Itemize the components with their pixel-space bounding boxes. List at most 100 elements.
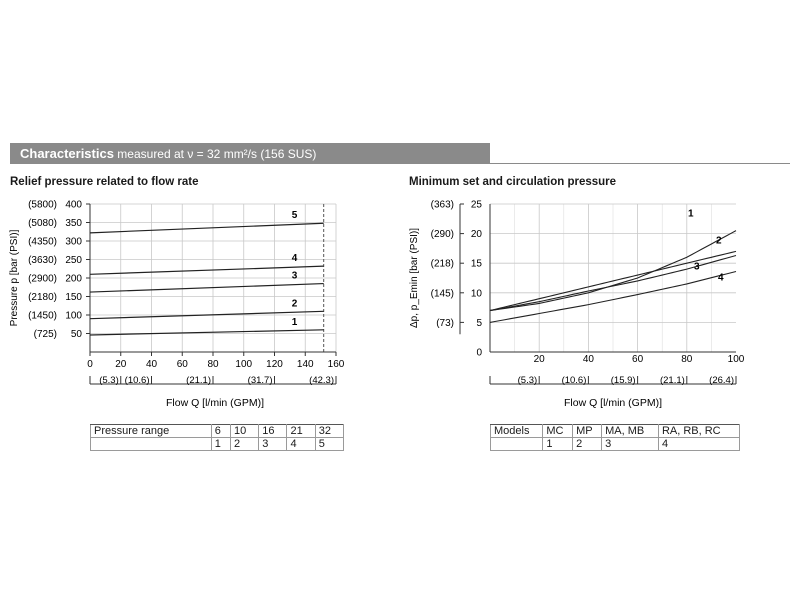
x-tick-label-secondary: (21.1) [186,375,211,386]
table-cell: 4 [657,437,741,451]
table-cell: MP [572,424,603,438]
banner-subtitle: measured at ν = 32 mm²/s (156 SUS) [117,147,317,161]
table-cell: 32 [314,424,345,438]
y-tick-label-secondary: (1450) [28,311,57,322]
table-cell [489,437,544,451]
x-tick-label-secondary: (42.3) [309,375,334,386]
series-line-5 [89,222,324,234]
min-pressure-chart: 0 5 10 15 20 25 (73) (145) (218) (290) (363) Δp, p_… [409,200,745,410]
series-line-2 [89,310,324,320]
y-tick-label: 200 [65,274,82,285]
y-axis-label: Δp, p_Emin [bar (PSI)] [409,228,420,328]
y-tick-label-secondary: (3630) [28,255,57,266]
x-tick-label: 80 [681,354,693,365]
table-cell: 3 [601,437,659,451]
x-axis-label: Flow Q [l/min (GPM)] [564,397,662,409]
x-tick-label: 40 [583,354,595,365]
x-tick-label: 20 [115,359,127,370]
series-label-1: 1 [292,317,298,328]
series-label-4: 4 [718,272,724,283]
table-cell: 3 [258,437,288,451]
table-cell [90,437,212,451]
series-label-2: 2 [292,298,298,309]
table-cell: Pressure range [90,424,212,438]
x-tick-label-secondary: (10.6) [125,375,150,386]
x-tick-label: 0 [87,359,93,370]
y-tick-label: 20 [471,229,483,240]
table-cell: 4 [286,437,316,451]
table-cell: RA, RB, RC [657,424,741,438]
y-tick-label-secondary: (2180) [28,292,57,303]
table-cell: 2 [572,437,603,451]
x-tick-label-secondary: (26.4) [709,375,734,386]
y-tick-label: 0 [476,348,482,359]
y-tick-label: 15 [471,259,483,270]
x-tick-label-secondary: (15.9) [611,375,636,386]
pressure-range-table: Pressure range 6 10 16 21 32 1 2 3 4 5 [90,424,345,451]
table-row: Pressure range 6 10 16 21 32 [90,424,345,438]
series-label-4: 4 [292,253,298,264]
y-tick-label-secondary: (5080) [28,218,57,229]
table-cell: 6 [210,424,231,438]
x-tick-label: 40 [146,359,158,370]
y-tick-label: 400 [65,200,82,211]
x-tick-label: 20 [534,354,546,365]
table-cell: 2 [229,437,260,451]
table-cell: MC [542,424,574,438]
y-tick-label: 5 [476,318,482,329]
series-line-2 [489,250,737,312]
y-tick-label: 350 [65,218,82,229]
left-chart-title: Relief pressure related to flow rate [10,176,199,188]
table-row: Models MC MP MA, MB RA, RB, RC [489,424,741,438]
table-cell: MA, MB [601,424,659,438]
x-tick-label-secondary: (5.3) [99,375,119,386]
table-row: 1 2 3 4 5 [90,437,345,451]
y-tick-label-secondary: (5800) [28,200,57,211]
x-tick-label-secondary: (5.3) [518,375,538,386]
series-label-1: 1 [688,209,694,220]
y-tick-label-secondary: (725) [34,329,57,340]
y-tick-label-secondary: (73) [436,318,454,329]
models-table: Models MC MP MA, MB RA, RB, RC 1 2 3 4 [489,424,741,451]
x-tick-label: 80 [207,359,219,370]
y-tick-label-secondary: (4350) [28,237,57,248]
series-label-5: 5 [292,210,298,221]
series-line-3 [489,254,737,312]
x-tick-label: 140 [297,359,314,370]
table-cell: 10 [229,424,260,438]
series-line-1 [89,329,324,336]
table-cell: 1 [210,437,231,451]
table-cell: 1 [542,437,574,451]
banner-divider [490,163,790,164]
table-cell: 21 [286,424,316,438]
y-axis-label: Pressure p [bar (PSI)] [9,229,20,326]
table-cell: 5 [314,437,345,451]
series-label-3: 3 [292,271,298,282]
series-line-3 [89,282,324,293]
y-tick-label: 25 [471,200,483,211]
y-tick-label-secondary: (145) [431,288,454,299]
section-banner: Characteristics measured at ν = 32 mm²/s… [10,143,490,164]
x-tick-label-secondary: (10.6) [562,375,587,386]
x-tick-label: 60 [177,359,189,370]
y-tick-label-secondary: (290) [431,229,454,240]
x-tick-label: 60 [632,354,644,365]
x-tick-label-secondary: (21.1) [660,375,685,386]
y-tick-label: 50 [71,329,83,340]
x-tick-label: 160 [328,359,345,370]
y-tick-label: 250 [65,255,82,266]
y-tick-label: 150 [65,292,82,303]
y-tick-label-secondary: (2900) [28,274,57,285]
series-line-4 [489,270,737,323]
table-row: 1 2 3 4 [489,437,741,451]
table-cell: 16 [258,424,288,438]
x-tick-label: 100 [235,359,252,370]
series-line-4 [89,265,324,275]
series-label-2: 2 [716,235,722,246]
table-cell: Models [489,424,544,438]
x-tick-label: 120 [266,359,283,370]
right-chart-title: Minimum set and circulation pressure [409,176,617,188]
y-tick-label: 300 [65,237,82,248]
y-tick-label-secondary: (363) [431,200,454,211]
x-tick-label-secondary: (31.7) [248,375,273,386]
